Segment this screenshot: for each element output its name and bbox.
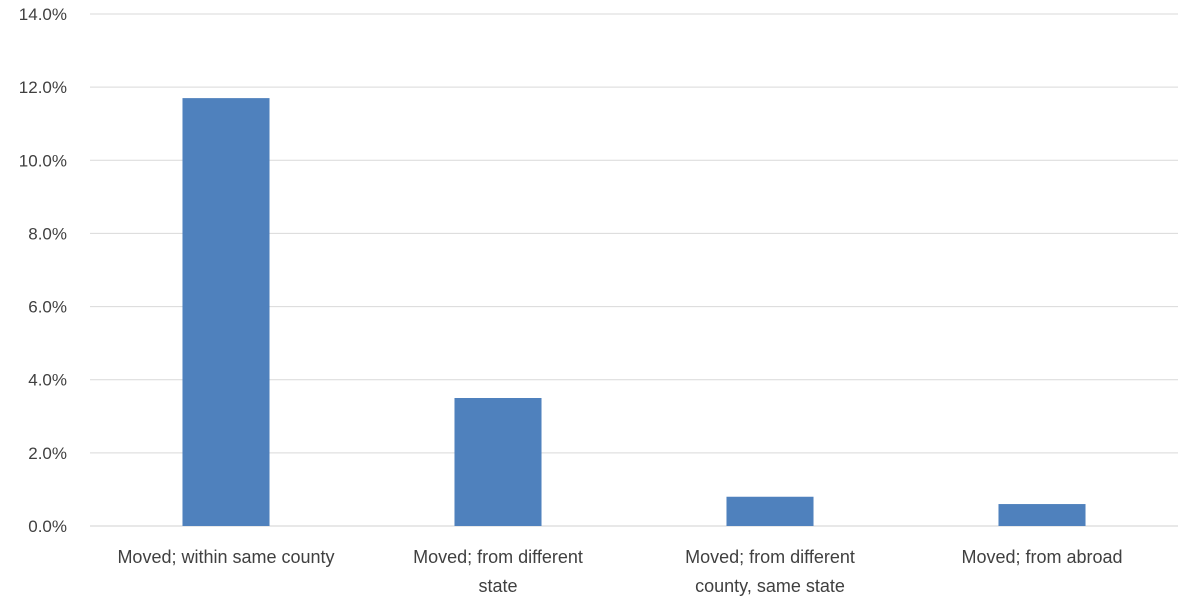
y-tick-label: 10.0% — [19, 151, 67, 170]
y-tick-label: 2.0% — [28, 444, 67, 463]
x-category-label: Moved; from different county, same state — [685, 547, 855, 596]
y-tick-label: 14.0% — [19, 5, 67, 24]
x-category-label: Moved; within same county — [117, 547, 334, 567]
x-category-label-line: Moved; from abroad — [961, 547, 1122, 567]
y-tick-label: 0.0% — [28, 517, 67, 536]
y-tick-label: 8.0% — [28, 224, 67, 243]
x-category-label-line: Moved; from different — [413, 547, 583, 567]
x-category-label-line: Moved; within same county — [117, 547, 334, 567]
bar — [726, 496, 814, 526]
gridlines — [90, 13, 1178, 527]
x-category-label-line: state — [478, 576, 517, 596]
y-axis-tick-labels: 0.0% 2.0% 4.0% 6.0% 8.0% 10.0% 12.0% 14.0% — [19, 5, 67, 536]
bars — [182, 98, 1086, 526]
x-category-label: Moved; from different state — [413, 547, 583, 596]
x-category-label-line: county, same state — [695, 576, 845, 596]
bar — [998, 504, 1086, 526]
x-category-label-line: Moved; from different — [685, 547, 855, 567]
y-tick-label: 4.0% — [28, 371, 67, 390]
bar — [182, 98, 270, 526]
x-axis-category-labels: Moved; within same county Moved; from dif… — [117, 547, 1122, 596]
y-tick-label: 12.0% — [19, 78, 67, 97]
x-category-label: Moved; from abroad — [961, 547, 1122, 567]
y-tick-label: 6.0% — [28, 298, 67, 317]
bar — [454, 398, 542, 526]
